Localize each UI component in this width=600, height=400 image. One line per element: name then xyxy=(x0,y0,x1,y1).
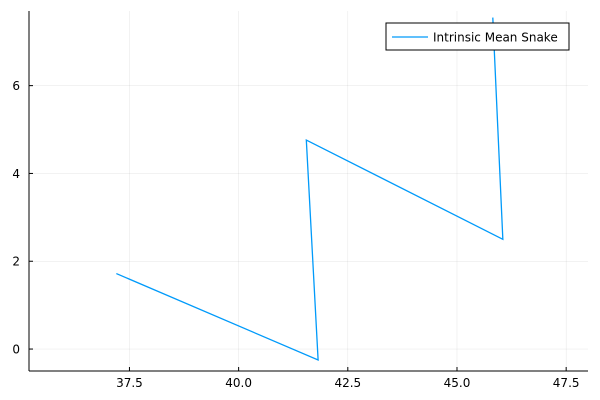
axes xyxy=(28,11,588,372)
y-axis-ticks: 0 2 4 6 xyxy=(12,79,33,357)
y-tick-label: 2 xyxy=(12,255,20,269)
legend: Intrinsic Mean Snake xyxy=(385,22,570,51)
legend-label: Intrinsic Mean Snake xyxy=(433,31,558,45)
y-tick-label: 0 xyxy=(12,343,20,357)
x-tick-label: 37.5 xyxy=(116,376,143,390)
x-tick-label: 40.0 xyxy=(225,376,252,390)
x-tick-label: 45.0 xyxy=(444,376,471,390)
series-line xyxy=(116,17,504,362)
grid xyxy=(29,11,588,371)
x-axis-ticks: 37.5 40.0 42.5 45.0 47.5 xyxy=(116,367,580,390)
x-tick-label: 47.5 xyxy=(553,376,580,390)
y-tick-label: 6 xyxy=(12,79,20,93)
x-tick-label: 42.5 xyxy=(334,376,361,390)
series-group xyxy=(116,17,504,362)
y-tick-label: 4 xyxy=(12,167,20,181)
